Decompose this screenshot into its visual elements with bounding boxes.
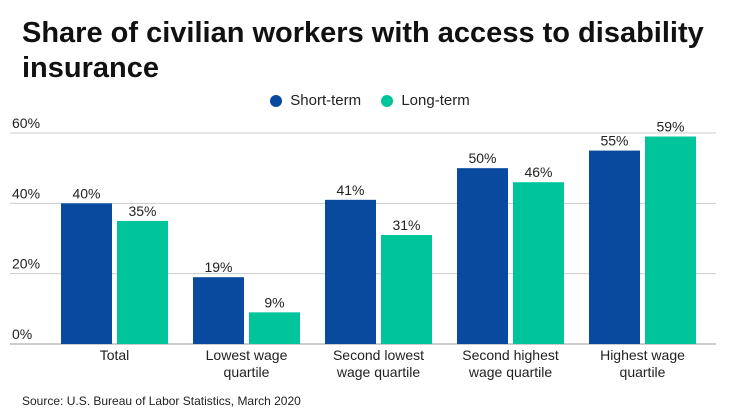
bar-short-term [61,203,112,344]
x-tick-label: quartile [620,364,666,380]
bar-short-term [589,150,640,344]
x-tick-label: Lowest wage [206,347,288,363]
y-tick-label: 20% [12,256,40,272]
data-label: 41% [336,182,364,198]
x-tick-label: quartile [224,364,270,380]
y-tick-label: 60% [12,115,40,131]
data-label: 31% [392,217,420,233]
legend-item-long-term: Long-term [381,92,470,109]
legend-swatch-long-term [381,94,394,107]
data-label: 19% [204,259,232,275]
y-tick-label: 0% [12,326,32,342]
x-tick-label: wage quartile [336,364,420,380]
x-tick-label: Total [100,347,130,363]
bar-long-term [249,312,300,344]
bar-short-term [325,199,376,344]
bar-short-term [193,277,244,344]
legend-item-short-term: Short-term [270,92,361,109]
data-label: 40% [72,185,100,201]
data-label: 9% [264,294,284,310]
legend-swatch-short-term [270,94,283,107]
bar-long-term [381,234,432,344]
source-note: Source: U.S. Bureau of Labor Statistics,… [22,394,301,408]
legend: Short-term Long-term [0,92,740,111]
data-label: 59% [656,119,684,135]
data-label: 50% [468,150,496,166]
bar-long-term [117,220,168,344]
x-tick-label: Second lowest [333,347,424,363]
bar-long-term [645,136,696,344]
legend-label: Short-term [290,92,362,109]
y-tick-label: 40% [12,185,40,201]
bar-long-term [513,182,564,344]
x-tick-label: wage quartile [468,364,552,380]
data-label: 55% [600,133,628,149]
legend-label: Long-term [401,92,470,109]
x-tick-label: Highest wage [600,347,685,363]
bar-short-term [457,168,508,344]
chart-title: Share of civilian workers with access to… [22,17,704,84]
data-label: 35% [128,203,156,219]
data-label: 46% [524,164,552,180]
x-tick-label: Second highest [462,347,559,363]
